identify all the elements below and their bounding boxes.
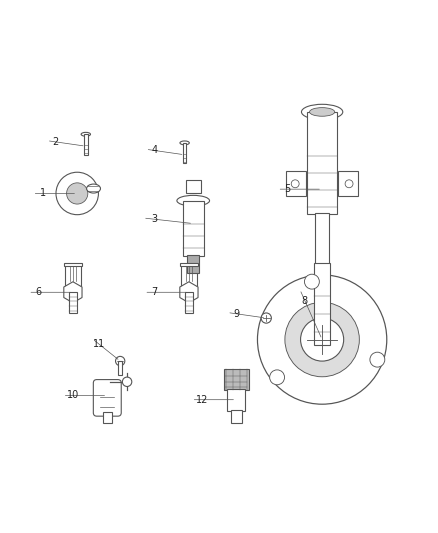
Text: 12: 12 [196,395,208,405]
FancyBboxPatch shape [93,379,121,416]
Circle shape [67,183,88,204]
Circle shape [285,302,359,377]
Bar [307,112,337,214]
Text: 6: 6 [35,287,42,297]
Bar [65,265,81,286]
Circle shape [56,172,99,215]
Bar [314,263,330,345]
Circle shape [116,357,125,366]
Bar [224,369,248,390]
Bar [84,134,88,155]
Bar [183,143,187,163]
Text: 3: 3 [152,214,158,224]
Text: 4: 4 [152,146,158,156]
Bar [183,201,204,256]
Bar [180,263,198,266]
Bar [185,292,193,313]
Text: 5: 5 [285,184,291,194]
Text: 9: 9 [233,309,239,319]
Circle shape [270,370,285,385]
Bar [231,410,242,423]
Text: 10: 10 [67,390,79,400]
Bar [64,263,82,266]
Bar [69,292,77,313]
Circle shape [258,275,387,404]
Bar [118,361,122,375]
Bar [338,171,358,196]
Ellipse shape [81,132,91,136]
Circle shape [261,313,272,323]
Circle shape [304,274,319,289]
Ellipse shape [310,108,335,116]
Circle shape [370,352,385,367]
Ellipse shape [180,141,189,145]
Circle shape [291,180,299,188]
Bar [315,213,329,264]
Ellipse shape [87,184,100,193]
Circle shape [122,377,132,386]
Bar [186,180,201,192]
Ellipse shape [301,104,343,119]
Text: 8: 8 [302,296,308,306]
Text: 2: 2 [53,137,59,147]
Text: 7: 7 [152,287,158,297]
Ellipse shape [177,196,209,206]
Circle shape [345,180,353,188]
Text: 11: 11 [92,339,105,349]
Circle shape [300,318,344,361]
Bar [102,412,112,423]
Bar [286,171,306,196]
Text: 1: 1 [40,189,46,198]
Bar [187,255,199,272]
Bar [181,265,197,286]
Bar [227,389,245,411]
